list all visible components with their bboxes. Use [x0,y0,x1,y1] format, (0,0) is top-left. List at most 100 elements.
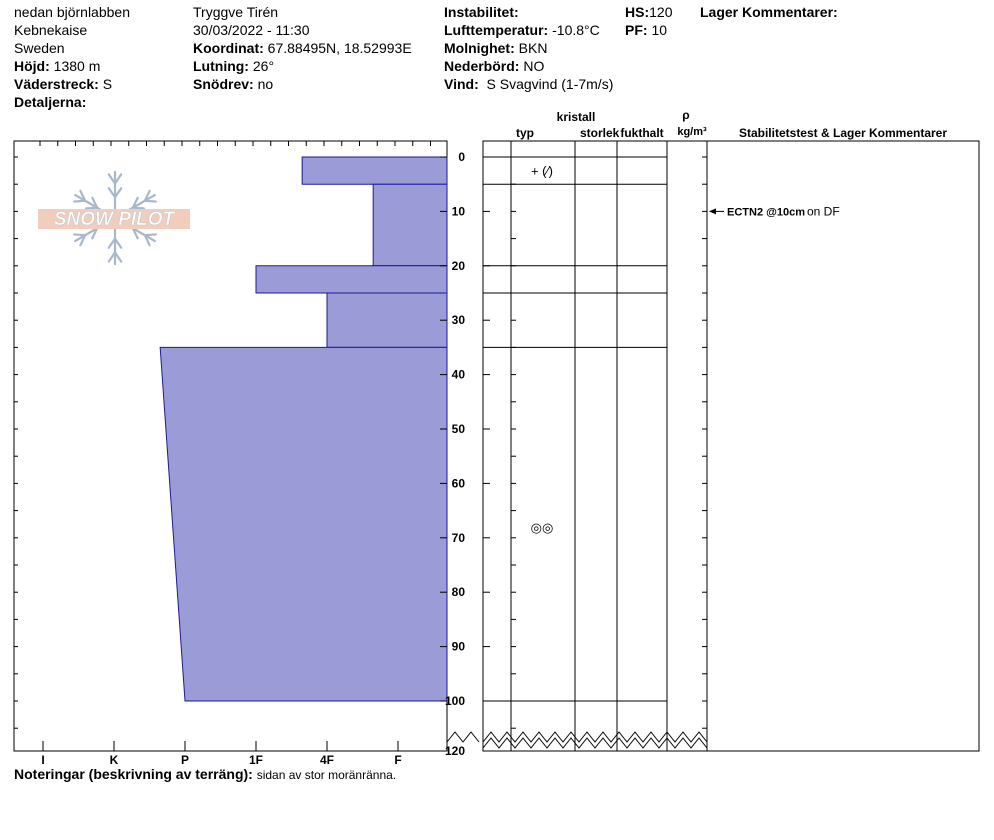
datetime-text: 30/03/2022 - 11:30 [193,22,310,38]
zigzag-break [446,731,480,743]
drift-label: Snödrev: [193,76,254,92]
depth-tick-label: 60 [452,476,466,490]
depth-tick-label: 70 [452,531,466,545]
coord-row: Koordinat: 67.88495N, 18.52993E [193,40,412,56]
col-rho-unit: kg/m³ [677,126,707,138]
pf-row: PF: 10 [625,22,667,38]
depth-tick-label: 80 [452,585,466,599]
depth-axis: 0 10 20 30 40 50 60 70 80 90 100 120 [440,150,490,758]
snowflake-branch [91,227,99,240]
hardness-tick-label: F [394,753,401,767]
slope-value: 26° [252,58,275,74]
notes-value: sidan av stor moränränna. [256,768,397,782]
snowflake-branch [107,237,117,249]
snowflake-branch [73,199,87,203]
hs-value: 120 [649,4,673,20]
depth-tick-label: 20 [452,259,466,273]
elevation-row: Höjd: 1380 m [14,58,100,74]
snowflake-branch [113,237,123,249]
snowpilot-watermark: SNOW PILOT [38,170,190,266]
layer-table [446,140,980,752]
snowflake-branch [73,233,87,237]
hardness-layer [326,292,448,348]
sky-row: Molnighet: BKN [444,40,547,56]
observer-text: Tryggve Tirén [193,4,279,20]
snowflake-branch [143,234,151,247]
instability-label: Instabilitet: [444,4,519,20]
snowflake-branch [143,199,157,203]
airtemp-value: -10.8°C [552,22,600,38]
hardness-layer [372,183,448,267]
hs-row: HS:120 [625,4,672,20]
snowflake-branch [131,196,139,209]
drift-row: Snödrev: no [193,76,273,92]
airtemp-row: Lufttemperatur: -10.8°C [444,22,600,38]
watermark-text: SNOW PILOT [54,209,176,230]
wind-row: Vind: S Svagvind (1-7m/s) [444,76,613,92]
col-moisture-header: fukthalt [620,126,663,140]
pf-value: 10 [651,22,668,38]
layer-comments-label: Lager Kommentarer: [700,4,838,20]
snowflake-branch [113,187,123,199]
col-rho-header: ρ [682,108,689,122]
elevation-value: 1380 m [53,58,101,74]
slope-label: Lutning: [193,58,249,74]
wind-value: S Svagvind (1-7m/s) [486,76,614,92]
snowflake-branch [143,233,157,237]
depth-tick-label: 10 [452,204,466,218]
depth-tick-label: 0 [458,150,465,164]
col-crystal-header: kristall [557,110,596,124]
depth-tick-label: 30 [452,313,466,327]
precip-row: Nederbörd: NO [444,58,544,74]
hardness-tick-label: K [110,753,119,767]
stability-test-code: ECTN2 @10cm [727,206,805,218]
hardness-tick-label: I [41,753,44,767]
snowflake-branch [143,189,151,202]
depth-tick-label: 50 [452,422,466,436]
crystal-symbols: + (⁄) ◎◎ [531,164,554,535]
snowflake-branch [91,196,99,209]
wind-label: Vind: [444,76,479,92]
area-text: Kebnekaise [14,22,88,38]
hardness-layer [301,156,448,185]
hs-label: HS: [625,4,650,20]
snowflake-branch [79,234,87,247]
snowflake-branch [107,251,117,263]
coord-value: 67.88495N, 18.52993E [267,40,412,56]
elevation-label: Höjd: [14,58,50,74]
crystal-symbol: + (⁄) [531,164,553,179]
location-text: nedan björnlabben [14,4,130,20]
table-frame [482,140,980,752]
depth-tick-label: 90 [452,640,466,654]
zigzag-break [482,731,708,743]
snowflake-branch [131,206,145,210]
col-stability-header: Stabilitetstest & Lager Kommentarer [739,126,947,140]
hardness-tick-label: 4F [320,753,334,767]
stability-test-note: on DF [807,204,840,218]
country-text: Sweden [14,40,65,56]
hardness-tick-label: P [181,753,189,767]
hardness-layer [159,346,448,702]
sky-label: Molnighet: [444,40,515,56]
crystal-symbol: ◎◎ [531,520,554,535]
hardness-layer [255,265,448,294]
depth-tick-label: 100 [445,694,465,708]
notes-row: Noteringar (beskrivning av terräng): sid… [14,766,396,783]
notes-label: Noteringar (beskrivning av terräng): [14,766,253,782]
col-type-header: typ [516,126,534,140]
precip-label: Nederbörd: [444,58,520,74]
snowflake-branch [107,173,117,185]
details-label: Detaljerna: [14,94,87,110]
depth-tick-label: 40 [452,368,466,382]
stability-arrow-head [709,208,716,215]
sky-value: BKN [518,40,548,56]
stability-tests: ECTN2 @10cm on DF [709,204,840,218]
depth-tick-label: 120 [445,744,465,758]
pf-label: PF: [625,22,648,38]
col-size-header: storlek [580,126,620,140]
airtemp-label: Lufttemperatur: [444,22,549,38]
drift-value: no [257,76,274,92]
snowflake-branch [85,206,99,210]
snowflake-branch [113,173,123,185]
